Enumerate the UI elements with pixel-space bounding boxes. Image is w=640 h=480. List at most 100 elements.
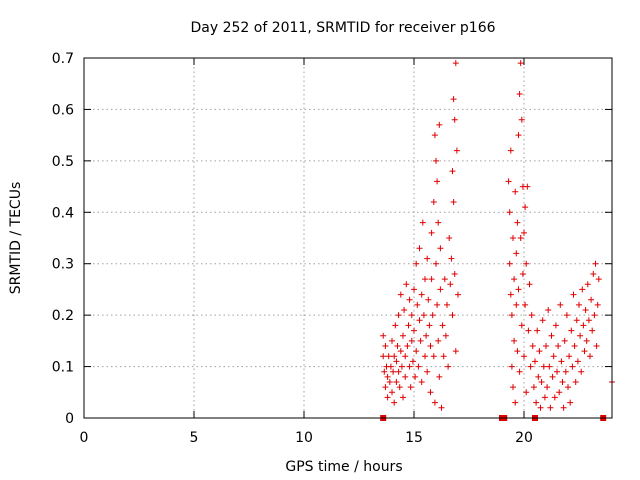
data-point [400, 332, 406, 339]
data-point [565, 384, 571, 391]
data-point [514, 219, 521, 226]
data-point [563, 312, 570, 319]
data-point [590, 271, 597, 277]
data-point [435, 219, 442, 226]
y-tick-label: 0 [65, 411, 74, 427]
data-point [547, 404, 554, 411]
data-point [538, 379, 545, 385]
data-point [427, 343, 434, 349]
data-point [591, 312, 598, 319]
data-point [574, 358, 581, 365]
data-point [507, 147, 514, 154]
data-point [411, 327, 417, 334]
data-point [569, 363, 576, 370]
data-point [585, 317, 592, 324]
data-point [555, 343, 562, 349]
data-point [435, 337, 442, 344]
data-point [413, 348, 420, 355]
data-point [422, 353, 428, 360]
data-point [452, 60, 459, 67]
data-point [412, 373, 419, 380]
data-point [507, 291, 514, 298]
data-point [587, 353, 593, 360]
data-point [428, 276, 435, 283]
data-point [442, 332, 449, 339]
data-point [512, 188, 519, 195]
data-point [430, 199, 437, 205]
data-point [451, 271, 458, 277]
data-point [560, 404, 567, 411]
data-point [512, 399, 519, 406]
data-point [400, 394, 406, 401]
y-tick-label: 0.3 [52, 257, 74, 273]
data-point [391, 353, 398, 360]
data-point [510, 384, 516, 391]
data-point [452, 348, 459, 355]
data-point [523, 260, 530, 267]
data-point [403, 281, 410, 288]
data-point [545, 307, 552, 313]
data-point [385, 353, 392, 360]
data-point [530, 384, 537, 391]
y-tick-label: 0.2 [52, 308, 74, 324]
data-point [515, 286, 522, 293]
y-tick-label: 0.7 [52, 51, 74, 67]
data-point [380, 353, 387, 360]
data-point [534, 327, 541, 334]
data-point [522, 204, 529, 211]
data-point [541, 394, 548, 401]
data-point [583, 337, 590, 344]
data-point [556, 389, 563, 396]
data-point [451, 116, 458, 123]
data-point [422, 276, 428, 283]
data-point [511, 337, 518, 344]
data-point [523, 389, 530, 396]
data-point [593, 343, 600, 349]
data-point [449, 168, 456, 175]
data-point [450, 199, 457, 205]
data-point [582, 307, 589, 313]
data-point [450, 96, 457, 103]
data-point [524, 183, 531, 190]
data-point [453, 147, 460, 154]
data-point [581, 348, 588, 355]
data-point [438, 404, 445, 411]
y-tick-label: 0.4 [52, 205, 74, 221]
data-point [380, 332, 387, 339]
data-point [579, 286, 586, 293]
data-point [445, 363, 452, 370]
data-point [522, 301, 529, 308]
x-tick-label: 5 [190, 430, 199, 446]
data-point [578, 368, 585, 375]
data-point [529, 343, 536, 349]
data-point [406, 363, 413, 370]
data-point [548, 332, 555, 339]
data-point [526, 281, 533, 288]
data-point [517, 235, 524, 241]
data-point [398, 363, 405, 370]
data-point [439, 322, 446, 329]
data-point [446, 235, 453, 241]
data-point [588, 296, 595, 303]
data-point [514, 348, 521, 355]
data-point [430, 353, 437, 360]
data-point [418, 291, 425, 298]
data-point [419, 219, 426, 226]
data-point [436, 373, 443, 380]
data-point [511, 276, 518, 283]
data-point [394, 343, 401, 349]
data-point [536, 348, 543, 355]
axis-ticks [83, 57, 612, 419]
data-point [381, 368, 388, 375]
data-point [571, 343, 578, 349]
data-points [380, 60, 615, 421]
data-point [505, 178, 512, 185]
data-point [408, 337, 415, 344]
data-point [436, 121, 443, 128]
data-point [549, 373, 556, 380]
data-point [566, 353, 573, 360]
data-point [544, 384, 551, 391]
data-point [428, 229, 435, 236]
data-point [513, 250, 520, 257]
